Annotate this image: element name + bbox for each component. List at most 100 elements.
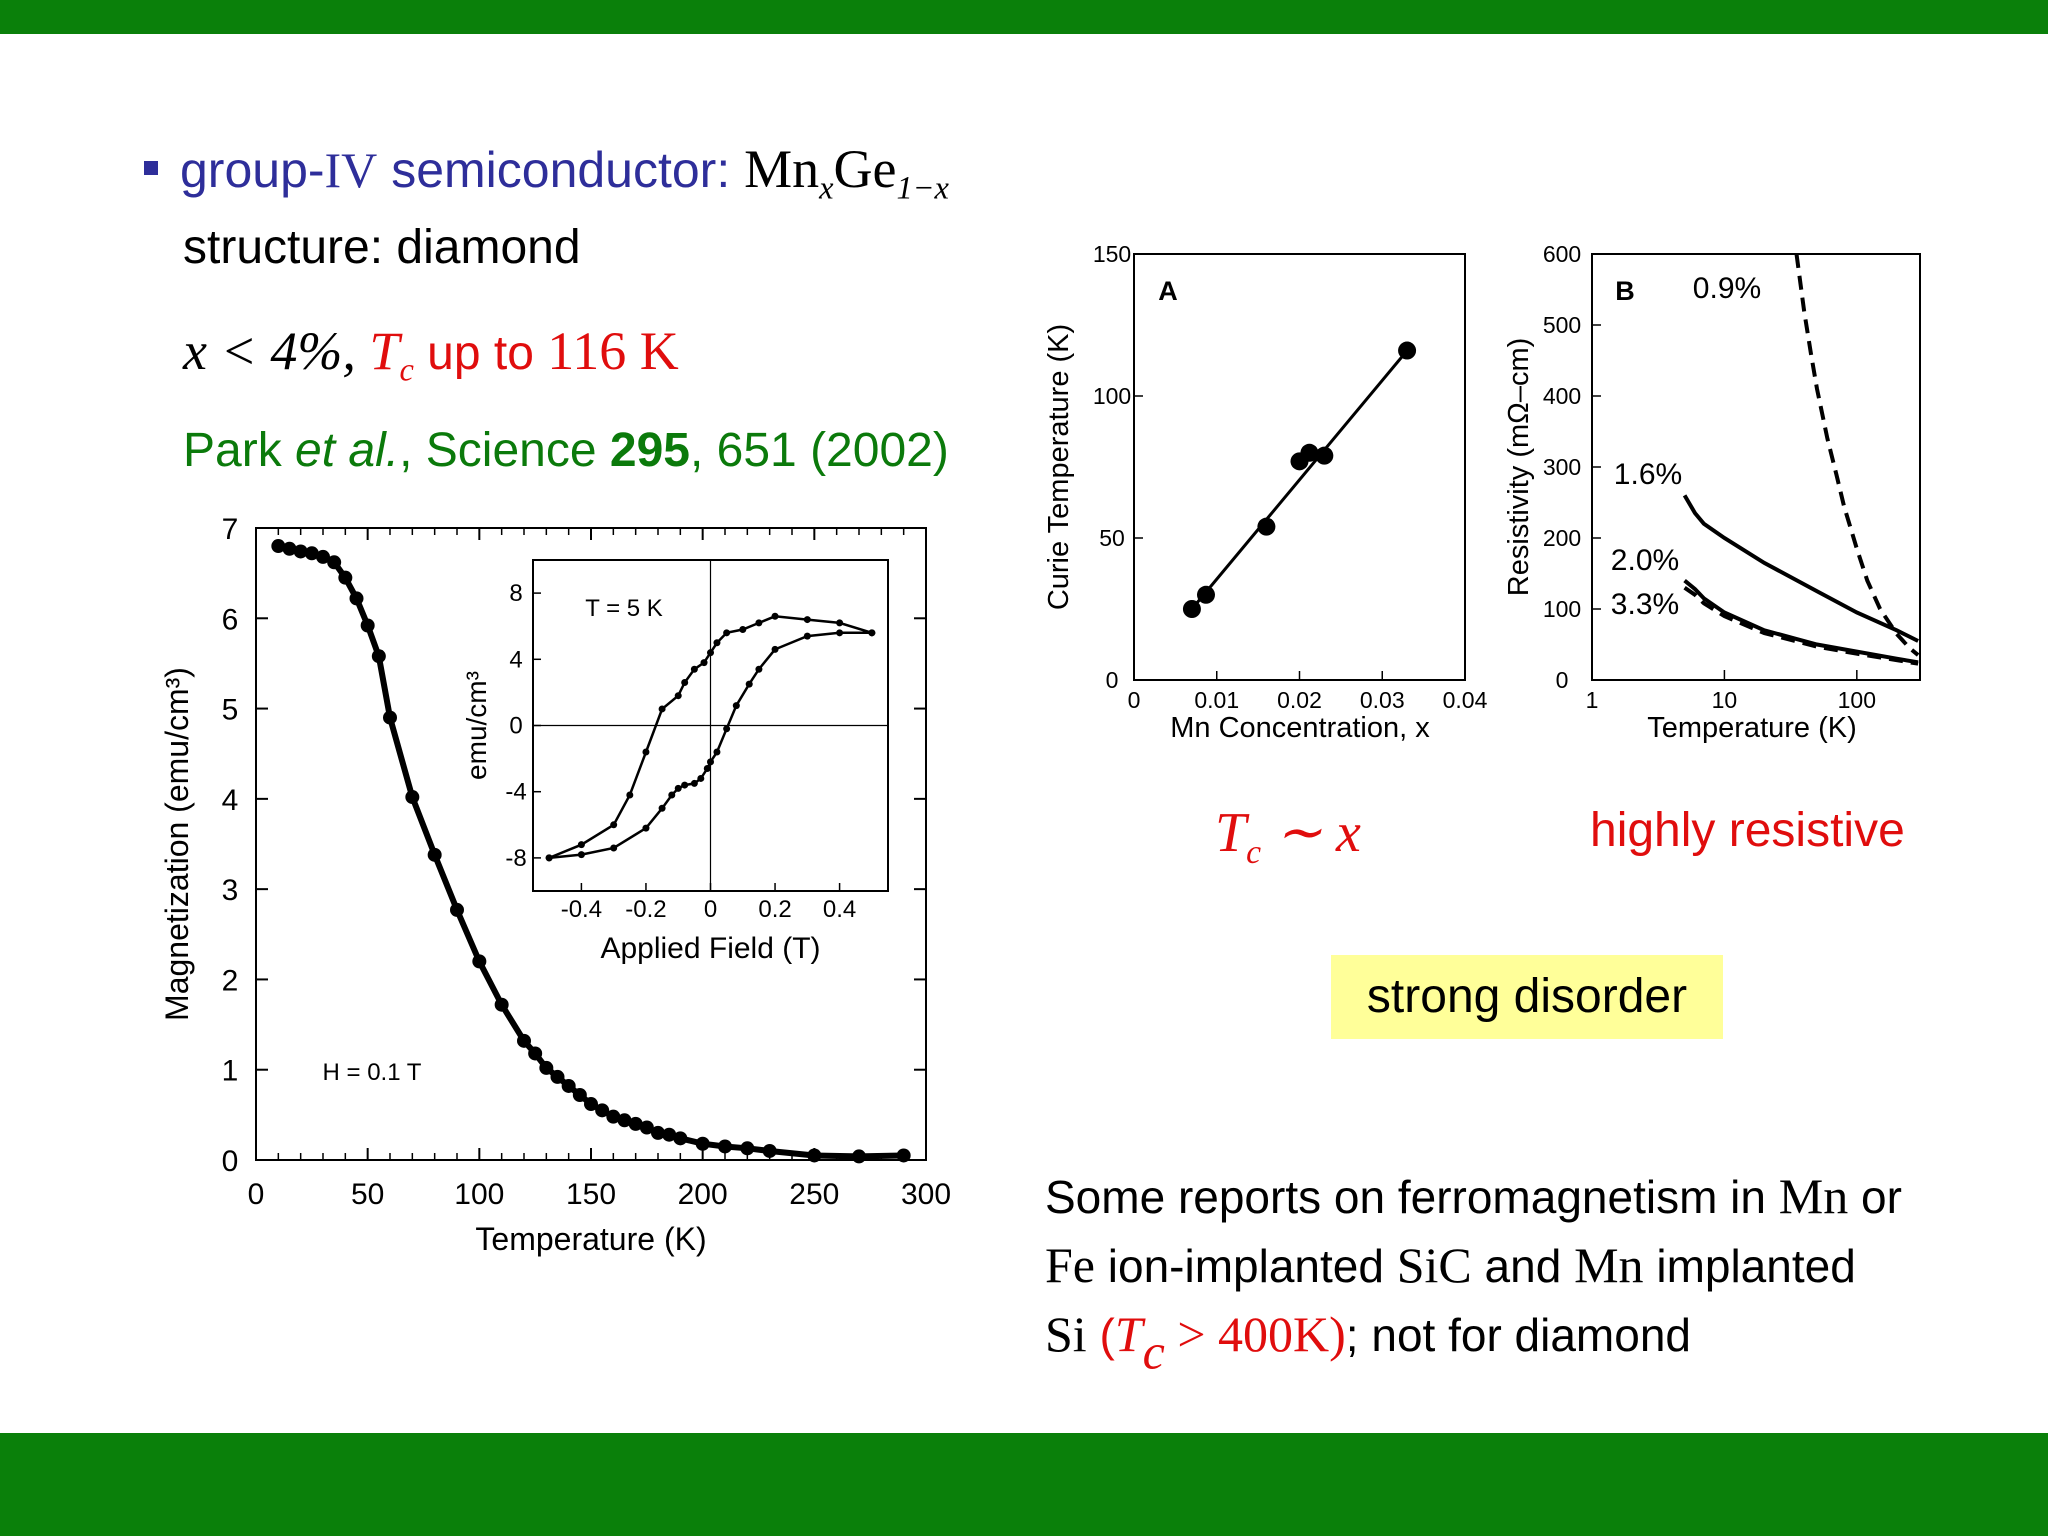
mag-data-point — [293, 544, 308, 559]
tc-symbol: T — [369, 321, 400, 381]
mag-data-point — [304, 546, 319, 561]
citation-etal: et al. — [295, 424, 400, 477]
formula-ge: Ge — [833, 139, 897, 199]
inset-y-tick-label: 4 — [509, 646, 522, 673]
hysteresis-data-point — [697, 774, 705, 782]
note-t: T — [1215, 802, 1247, 864]
resist-series-line — [1683, 586, 1919, 666]
hysteresis-data-point — [674, 692, 682, 700]
hysteresis-data-point — [658, 705, 666, 713]
hysteresis-data-point — [577, 841, 585, 849]
curie-data-point — [1315, 446, 1334, 465]
hysteresis-data-point — [755, 619, 763, 627]
mag-data-point — [427, 847, 442, 862]
mag-data-point — [450, 902, 464, 917]
mag-data-point — [807, 1148, 822, 1163]
resist-x-tick-label: 100 — [1838, 687, 1876, 713]
mag-data-point — [740, 1141, 755, 1156]
resist-x-axis-label: Temperature (K) — [1647, 712, 1857, 744]
mag-data-point — [338, 570, 353, 585]
heading-group-iv: group-IV semiconductor: MnxGe1−x — [144, 138, 949, 207]
curie-data-point — [1196, 585, 1215, 604]
hysteresis-data-point — [690, 665, 698, 673]
curie-y-axis-label: Curie Temperature (K) — [1043, 324, 1075, 610]
curie-data-point — [1300, 443, 1319, 462]
hysteresis-data-point — [771, 645, 779, 653]
curie-data-point — [1182, 600, 1201, 618]
r2d: and — [1471, 1240, 1575, 1292]
resist-series-label: 3.3% — [1611, 588, 1679, 621]
hysteresis-data-point — [674, 784, 682, 792]
inset-x-tick-label: 0 — [704, 896, 717, 923]
r3f: ; not for diamond — [1345, 1309, 1691, 1361]
citation-author: Park — [183, 424, 296, 477]
bottom-green-bar — [0, 1433, 2048, 1536]
mag-data-point — [327, 555, 342, 570]
mag-data-point — [584, 1097, 598, 1112]
citation-volume: 295 — [609, 424, 690, 477]
hysteresis-data-point — [707, 649, 714, 657]
resist-y-axis-label: Resistivity (mΩ–cm) — [1503, 338, 1535, 597]
mag-data-point — [539, 1060, 554, 1075]
curie-y-tick-label: 150 — [1093, 241, 1131, 267]
r3e: > 400K) — [1164, 1306, 1346, 1362]
mag-data-point — [595, 1103, 610, 1118]
curie-y-tick-label: 100 — [1093, 383, 1131, 409]
formula-mn: Mn — [744, 139, 820, 199]
hysteresis-data-point — [803, 632, 811, 640]
mag-x-tick-label: 250 — [789, 1178, 839, 1211]
inset-y-tick-label: -4 — [505, 779, 526, 806]
mag-x-tick-label: 0 — [248, 1178, 265, 1211]
curie-y-tick-label: 50 — [1099, 525, 1125, 551]
inset-y-tick-label: 0 — [509, 713, 522, 740]
formula-sub-x: x — [819, 170, 834, 207]
resist-series-label: 0.9% — [1693, 272, 1761, 305]
hysteresis-data-point — [658, 804, 666, 812]
mag-data-point — [896, 1148, 911, 1163]
inset-x-tick-label: -0.2 — [625, 896, 666, 923]
r2a: Fe — [1045, 1237, 1095, 1293]
formula: MnxGe1−x — [744, 139, 949, 206]
mag-data-point — [673, 1131, 688, 1146]
mag-data-point — [282, 541, 297, 556]
curie-x-tick-label: 0 — [1128, 687, 1141, 713]
bullet-square-icon — [144, 161, 158, 175]
r3c: T — [1114, 1306, 1143, 1362]
mag-x-axis-label: Temperature (K) — [475, 1221, 706, 1257]
r1c: or — [1848, 1171, 1902, 1223]
inset-x-axis-label: Applied Field (T) — [600, 932, 820, 965]
hysteresis-data-point — [642, 748, 650, 756]
hysteresis-data-point — [755, 665, 763, 673]
curie-fit-line — [1190, 349, 1409, 610]
inset-y-tick-label: 8 — [509, 580, 522, 607]
curie-x-tick-label: 0.03 — [1360, 687, 1405, 713]
r3d: c — [1142, 1323, 1165, 1380]
hysteresis-data-point — [868, 629, 876, 637]
resist-y-tick-label: 600 — [1543, 241, 1581, 267]
hysteresis-data-point — [681, 678, 689, 686]
hysteresis-data-point — [610, 844, 618, 852]
resist-y-tick-label: 200 — [1543, 525, 1581, 551]
note-rest: ∼ x — [1261, 802, 1361, 864]
formula-sub-1-x: 1−x — [896, 170, 949, 207]
mag-y-axis-label: Magnetization (emu/cm³) — [159, 667, 195, 1021]
mag-data-point — [271, 539, 286, 554]
inset-y-tick-label: -8 — [505, 845, 526, 872]
hysteresis-data-point — [690, 779, 698, 787]
curie-x-tick-label: 0.02 — [1277, 687, 1322, 713]
top-green-bar — [0, 0, 2048, 34]
mag-y-tick-label: 6 — [222, 603, 239, 636]
hysteresis-data-point — [668, 791, 676, 799]
r2b: ion-implanted — [1095, 1240, 1397, 1292]
mag-data-point — [718, 1139, 732, 1154]
mag-data-point — [494, 997, 509, 1012]
mag-data-point — [360, 618, 375, 633]
mag-data-point — [383, 710, 397, 725]
strong-disorder-box: strong disorder — [1331, 955, 1723, 1039]
mag-y-tick-label: 1 — [222, 1055, 239, 1088]
resist-y-tick-label: 0 — [1556, 667, 1569, 693]
highly-resistive-note: highly resistive — [1590, 804, 1905, 857]
reports-paragraph: Some reports on ferromagnetism in Mn or … — [1045, 1162, 1902, 1386]
resist-y-tick-label: 500 — [1543, 312, 1581, 338]
